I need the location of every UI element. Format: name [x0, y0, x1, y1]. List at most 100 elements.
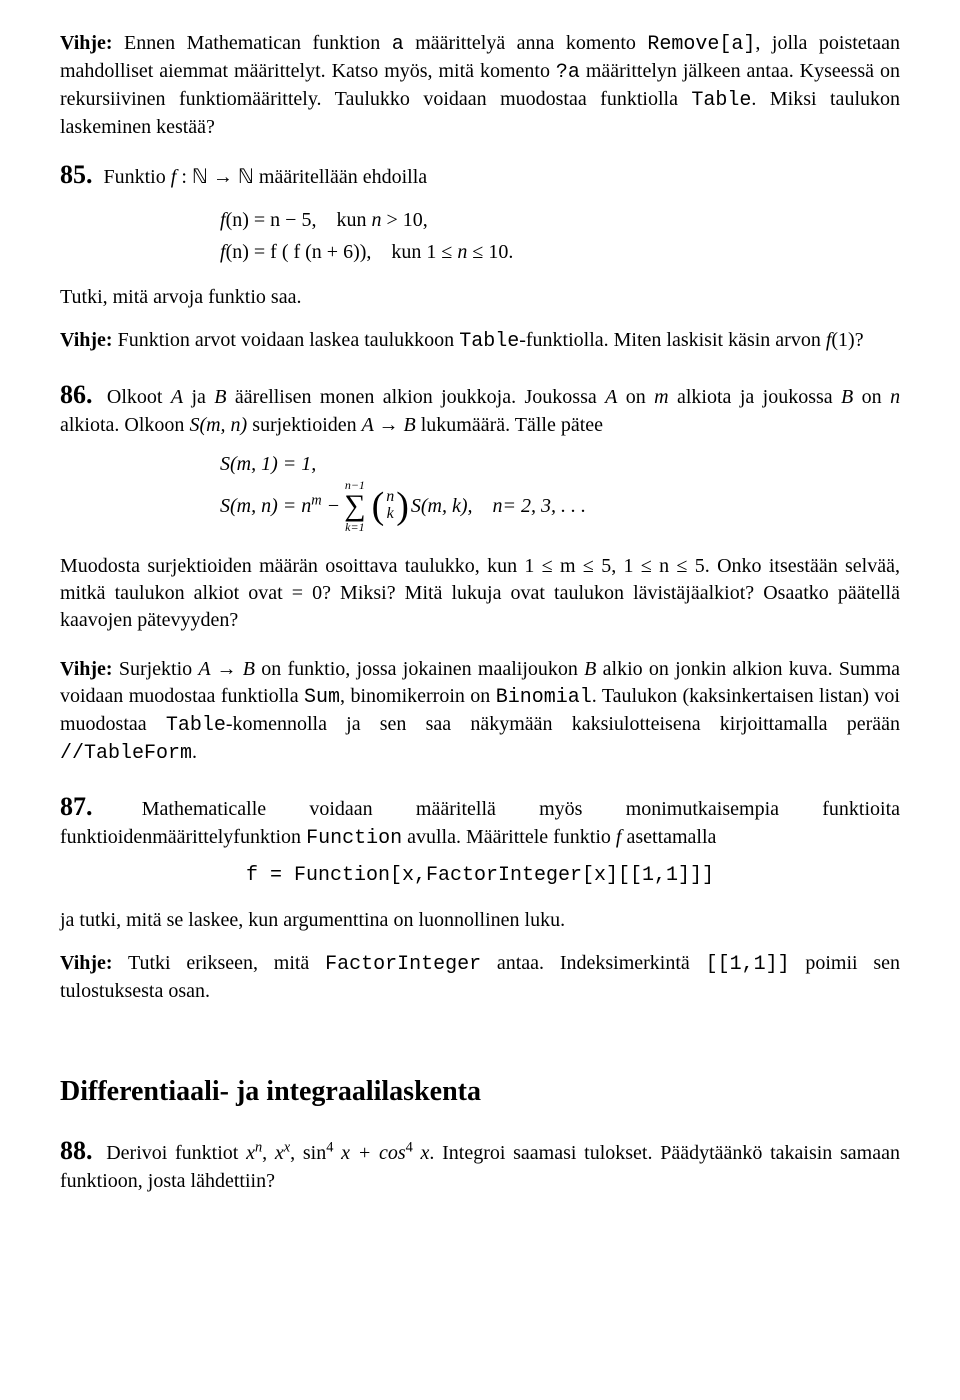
math-inline: S	[189, 414, 199, 436]
equation-line: S(m, n) = nm − n−1 ∑ k=1 ( n k ) S(m, k)…	[220, 479, 900, 533]
hint-paragraph: Vihje: Tutki erikseen, mitä FactorIntege…	[60, 950, 900, 1005]
exercise-paragraph: Muodosta surjektioiden määrän osoittava …	[60, 553, 900, 634]
math-inline: x	[413, 1142, 430, 1164]
math-inline: B	[841, 386, 853, 408]
text: .	[192, 741, 197, 763]
math: n	[457, 241, 467, 263]
text: ja	[183, 386, 214, 408]
code-inline: Table	[166, 714, 226, 737]
code-inline: a	[392, 33, 404, 56]
text: Funktio	[104, 166, 171, 188]
exercise-86-intro: 86. Olkoot A ja B äärellisen monen alkio…	[60, 377, 900, 439]
code-block: f = Function[x,FactorInteger[x][[1,1]]]	[60, 862, 900, 889]
exercise-number: 88.	[60, 1136, 93, 1165]
code-inline: FactorInteger	[325, 953, 481, 976]
math: n	[493, 491, 503, 521]
math: −	[322, 495, 341, 517]
math: n	[371, 209, 381, 231]
exercise-line: Tutki, mitä arvoja funktio saa.	[60, 284, 900, 311]
text: määrittelyä anna komento	[404, 32, 648, 54]
math-inline: x + cos	[333, 1142, 405, 1164]
text: avulla. Määrittele funktio	[402, 826, 616, 848]
math: (n) = n − 5,	[226, 209, 337, 231]
text: , binomikerroin on	[340, 685, 496, 707]
code-inline: [[1,1]]	[706, 953, 790, 976]
exercise-paragraph: ja tutki, mitä se laskee, kun argumentti…	[60, 907, 900, 934]
text: asettamalla	[621, 826, 716, 848]
text: surjektioiden	[247, 414, 361, 436]
code-inline: ?a	[556, 61, 580, 84]
math: ≤ 10.	[467, 241, 513, 263]
text: Funktion arvot voidaan laskea taulukkoon	[113, 329, 460, 351]
code-inline: Table	[691, 89, 751, 112]
text: on	[617, 386, 654, 408]
text: on funktio, jossa jokainen maalijoukon	[255, 658, 584, 680]
code-inline: Binomial	[496, 686, 592, 709]
text: ,	[262, 1142, 275, 1164]
code-inline: Function	[306, 827, 402, 850]
text: on	[853, 386, 890, 408]
equation-line: S(m, 1) = 1,	[220, 449, 900, 479]
exercise-number: 87.	[60, 792, 93, 821]
exercise-number: 86.	[60, 380, 93, 409]
hint-paragraph: Vihje: Surjektio A → B on funktio, jossa…	[60, 656, 900, 767]
math-inline: A	[171, 386, 183, 408]
text: -komennolla ja sen saa näkymään kaksiulo…	[226, 713, 900, 735]
math: S(m, k),	[411, 491, 493, 521]
math: kun	[336, 209, 371, 231]
text: alkiota. Olkoon	[60, 414, 189, 436]
hint-label: Vihje:	[60, 329, 113, 351]
text: lukumäärä. Tälle pätee	[416, 414, 603, 436]
math: = 2, 3, . . .	[503, 491, 587, 521]
hint-paragraph: Vihje: Ennen Mathematican funktion a mää…	[60, 30, 900, 141]
text: Ennen Mathematican funktion	[113, 32, 392, 54]
binom-bottom: k	[387, 506, 394, 523]
math-inline: B	[214, 386, 226, 408]
text: alkiota ja joukossa	[669, 386, 841, 408]
code-inline: //TableForm	[60, 742, 192, 765]
hint-label: Vihje:	[60, 952, 113, 974]
math-sup: m	[311, 493, 321, 509]
math: > 10,	[381, 209, 427, 231]
math: S(m, n) = n	[220, 495, 311, 517]
code-inline: Table	[459, 330, 519, 353]
math-inline: n	[890, 386, 900, 408]
math-inline: A	[605, 386, 617, 408]
text: antaa. Indeksimerkintä	[481, 952, 705, 974]
math-inline: B	[584, 658, 596, 680]
text: -funktiolla. Miten laskisit käsin arvon	[519, 329, 826, 351]
sigma: n−1 ∑ k=1	[344, 479, 365, 533]
text: : ℕ → ℕ määritellään ehdoilla	[176, 166, 427, 188]
text: Olkoot	[107, 386, 171, 408]
math-sup: 4	[406, 1139, 413, 1155]
math-inline: (m, n)	[199, 414, 247, 436]
text: Derivoi funktiot	[106, 1142, 246, 1164]
hint-label: Vihje:	[60, 658, 113, 680]
sigma-symbol: ∑	[344, 491, 365, 521]
code-inline: Sum	[304, 686, 340, 709]
text: äärellisen monen alkion joukkoja. Joukos…	[227, 386, 606, 408]
sigma-bottom: k=1	[345, 521, 364, 533]
math-inline: A → B	[362, 414, 416, 436]
math-inline: xn	[246, 1142, 262, 1164]
exercise-88: 88. Derivoi funktiot xn, xx, sin 4 x + co…	[60, 1133, 900, 1195]
exercise-87-intro: 87. Mathematicalle voidaan määritellä my…	[60, 789, 900, 852]
exercise-number: 85.	[60, 160, 93, 189]
exercise-85-intro: 85. Funktio f : ℕ → ℕ määritellään ehdoi…	[60, 157, 900, 192]
equation-block: f(n) = n − 5, kun n > 10, f(n) = f ( f (…	[220, 204, 900, 268]
math: (n) = f ( f (n + 6)),	[226, 241, 392, 263]
code-inline: Remove[a]	[647, 33, 755, 56]
text: Surjektio	[113, 658, 199, 680]
section-heading: Differentiaali- ja integraalilaskenta	[60, 1073, 900, 1111]
paren-left: (	[372, 489, 385, 523]
equation-block: S(m, 1) = 1, S(m, n) = nm − n−1 ∑ k=1 ( …	[220, 449, 900, 533]
binomial: ( n k )	[372, 489, 409, 523]
text: , sin	[290, 1142, 326, 1164]
math-inline: xx	[275, 1142, 290, 1164]
text: (1)?	[831, 329, 863, 351]
math-inline: m	[654, 386, 668, 408]
hint-paragraph: Vihje: Funktion arvot voidaan laskea tau…	[60, 327, 900, 355]
math-inline: A → B	[198, 658, 255, 680]
hint-label: Vihje:	[60, 32, 113, 54]
binom-top: n	[386, 489, 394, 506]
